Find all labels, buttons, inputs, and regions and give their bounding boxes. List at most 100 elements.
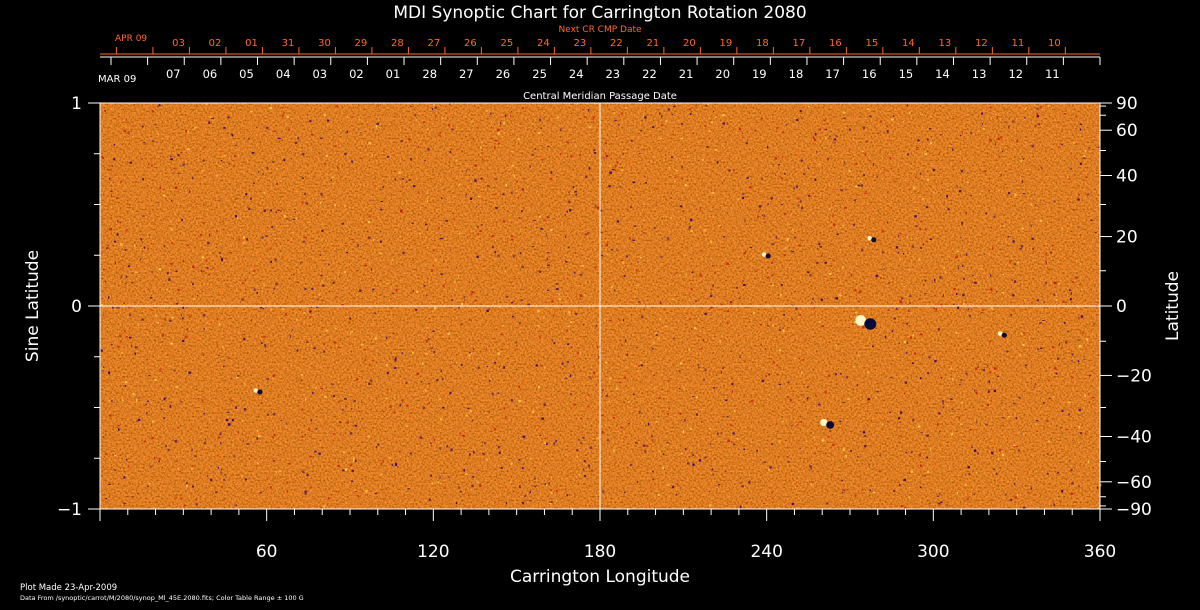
speckle bbox=[206, 475, 209, 477]
speckle bbox=[704, 312, 707, 315]
next-cr-axis-label: Next CR CMP Date bbox=[558, 25, 642, 35]
speckle bbox=[125, 336, 129, 338]
speckle bbox=[486, 309, 489, 312]
speckle bbox=[346, 421, 349, 424]
speckle bbox=[449, 364, 452, 367]
speckle bbox=[809, 274, 812, 277]
speckle bbox=[950, 398, 953, 401]
speckle bbox=[898, 342, 900, 344]
speckle bbox=[680, 123, 684, 125]
speckle bbox=[772, 361, 775, 364]
speckle bbox=[602, 331, 604, 334]
speckle bbox=[638, 301, 641, 303]
speckle bbox=[778, 349, 781, 352]
speckle bbox=[1073, 292, 1075, 295]
speckle bbox=[216, 175, 218, 177]
speckle bbox=[906, 450, 908, 453]
speckle bbox=[731, 303, 733, 305]
speckle bbox=[519, 322, 521, 325]
speckle bbox=[438, 227, 440, 229]
speckle bbox=[1080, 315, 1084, 318]
speckle bbox=[269, 107, 272, 110]
speckle bbox=[154, 456, 156, 460]
speckle bbox=[1030, 224, 1032, 227]
speckle bbox=[513, 452, 516, 454]
speckle bbox=[192, 265, 195, 269]
speckle bbox=[1036, 115, 1039, 118]
speckle bbox=[595, 324, 597, 327]
speckle bbox=[148, 483, 151, 485]
speckle bbox=[584, 116, 587, 118]
speckle bbox=[718, 224, 721, 227]
speckle bbox=[102, 466, 105, 468]
speckle bbox=[1073, 209, 1075, 211]
speckle bbox=[327, 497, 330, 500]
speckle bbox=[681, 137, 683, 140]
speckle bbox=[182, 317, 184, 320]
speckle bbox=[1072, 491, 1075, 493]
speckle bbox=[391, 464, 394, 466]
speckle bbox=[787, 345, 790, 348]
speckle bbox=[426, 462, 429, 465]
speckle bbox=[853, 223, 855, 227]
speckle bbox=[1056, 484, 1059, 487]
speckle bbox=[113, 240, 116, 243]
speckle bbox=[191, 485, 195, 488]
cmp-date: 17 bbox=[825, 67, 840, 81]
speckle bbox=[125, 275, 128, 278]
speckle bbox=[761, 379, 765, 382]
speckle bbox=[782, 131, 785, 133]
right-tick-label: 0 bbox=[1116, 297, 1127, 317]
speckle bbox=[168, 319, 172, 322]
speckle bbox=[583, 137, 586, 140]
speckle bbox=[967, 308, 969, 310]
speckle bbox=[600, 231, 603, 233]
speckle bbox=[180, 497, 182, 500]
speckle bbox=[1055, 298, 1058, 301]
speckle bbox=[977, 366, 979, 368]
speckle bbox=[958, 384, 961, 386]
speckle bbox=[727, 310, 730, 313]
speckle bbox=[453, 351, 455, 353]
speckle bbox=[929, 437, 932, 439]
speckle bbox=[676, 438, 679, 441]
speckle bbox=[880, 120, 882, 123]
speckle bbox=[111, 195, 113, 197]
speckle bbox=[1071, 482, 1074, 485]
speckle bbox=[136, 420, 139, 422]
speckle bbox=[611, 286, 613, 289]
cmp-date: 22 bbox=[642, 67, 657, 81]
speckle bbox=[771, 274, 774, 276]
speckle bbox=[746, 177, 749, 179]
speckle bbox=[1020, 245, 1024, 248]
speckle bbox=[475, 206, 478, 208]
speckle bbox=[477, 366, 480, 370]
speckle bbox=[223, 498, 225, 500]
speckle bbox=[184, 335, 187, 339]
speckle bbox=[800, 159, 803, 162]
speckle bbox=[259, 492, 262, 494]
speckle bbox=[694, 467, 696, 470]
speckle bbox=[1063, 113, 1067, 115]
speckle bbox=[738, 297, 741, 299]
speckle bbox=[380, 473, 383, 476]
speckle bbox=[494, 146, 496, 149]
speckle bbox=[104, 452, 108, 455]
speckle bbox=[992, 444, 995, 446]
speckle bbox=[1056, 496, 1058, 499]
speckle bbox=[127, 132, 130, 134]
speckle bbox=[238, 238, 241, 241]
next-cr-date: 17 bbox=[793, 38, 806, 49]
speckle bbox=[206, 259, 208, 262]
speckle bbox=[1030, 203, 1033, 206]
speckle bbox=[175, 398, 178, 400]
speckle bbox=[417, 145, 419, 148]
speckle bbox=[925, 206, 929, 209]
speckle bbox=[168, 449, 170, 451]
speckle bbox=[1040, 185, 1043, 187]
speckle bbox=[796, 152, 800, 154]
speckle bbox=[388, 432, 390, 434]
speckle bbox=[772, 324, 775, 327]
speckle bbox=[867, 397, 870, 401]
speckle bbox=[842, 266, 844, 269]
